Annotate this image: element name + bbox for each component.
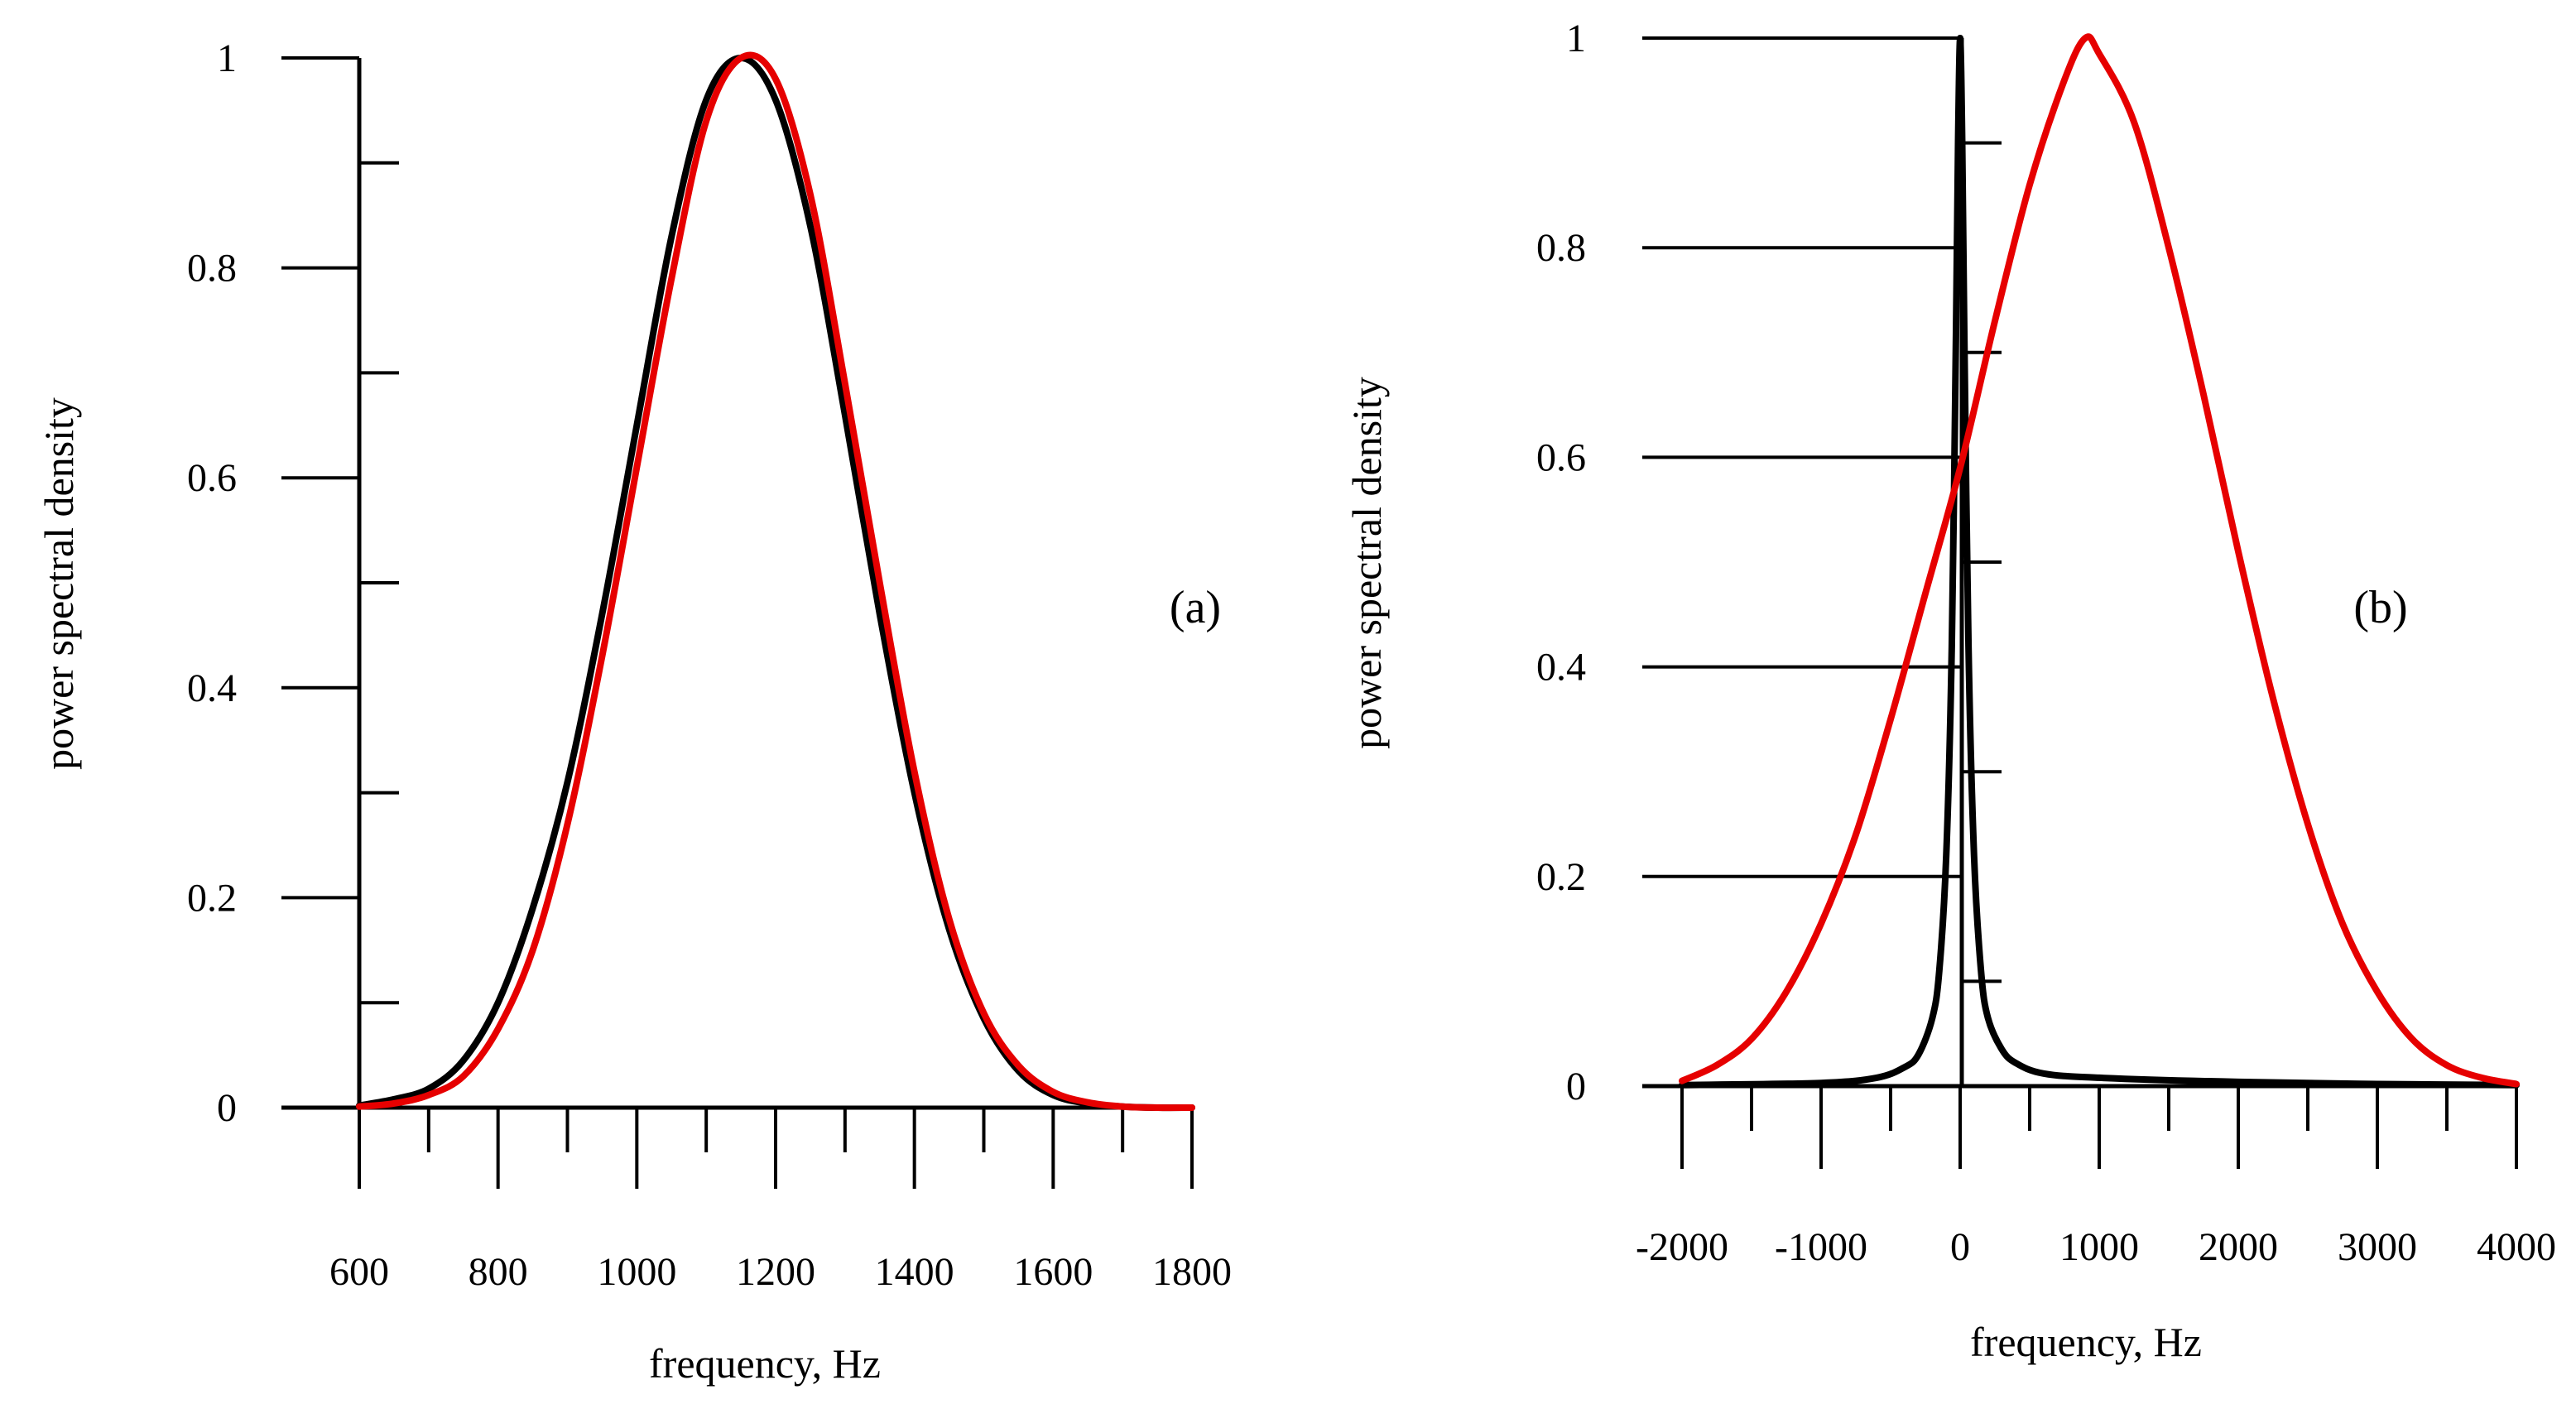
panel-b-x-axis-label: frequency, Hz [1970, 1319, 2202, 1365]
x-tick-label: -2000 [1636, 1225, 1728, 1269]
x-tick-label: 1400 [875, 1250, 954, 1294]
x-tick-label: 3000 [2338, 1225, 2417, 1269]
y-tick-label: 0.8 [1536, 226, 1586, 270]
series-line-red [1679, 33, 2520, 1088]
y-tick-label: 0.6 [1536, 435, 1586, 479]
y-tick-label: 0.2 [187, 876, 237, 920]
series-line-black [356, 55, 1195, 1112]
x-tick-label: 600 [329, 1250, 389, 1294]
y-tick-label: 0.4 [1536, 646, 1586, 690]
x-tick-label: 800 [469, 1250, 528, 1294]
x-tick-label: 0 [1950, 1225, 1970, 1269]
y-tick-label: 1 [1566, 17, 1586, 60]
panel-a-axes [281, 56, 1194, 1189]
panel-b-series [1679, 33, 2520, 1089]
panel-b-tick-labels: 0 0.2 0.4 0.6 0.8 1 -2000 -1000 0 1000 2000 3000 400… [1536, 17, 2556, 1269]
panel-a-y-axis-label: power spectral density [36, 397, 82, 770]
x-tick-label: 1200 [736, 1250, 815, 1294]
panel-a-x-axis-label: frequency, Hz [649, 1340, 881, 1387]
x-tick-label: 1000 [597, 1250, 676, 1294]
x-tick-label: 4000 [2477, 1225, 2556, 1269]
panel-b: 0 0.2 0.4 0.6 0.8 1 -2000 -1000 0 1000 2000 3000 400… [1343, 17, 2556, 1365]
x-tick-label: 1800 [1152, 1250, 1232, 1294]
y-tick-label: 1 [217, 36, 237, 80]
panel-a-series [356, 51, 1195, 1112]
x-tick-label: 1000 [2059, 1225, 2139, 1269]
panel-b-label: (b) [2353, 582, 2407, 633]
y-tick-label: 0.8 [187, 247, 237, 291]
x-tick-label: -1000 [1775, 1225, 1867, 1269]
y-tick-label: 0 [1566, 1065, 1586, 1108]
y-tick-label: 0.4 [187, 666, 237, 710]
y-tick-label: 0.6 [187, 456, 237, 500]
x-tick-label: 1600 [1013, 1250, 1093, 1294]
series-line-black [1679, 35, 2520, 1089]
panel-a-label: (a) [1170, 582, 1221, 633]
series-line-red [356, 51, 1195, 1112]
y-tick-label: 0 [217, 1086, 237, 1130]
panel-b-y-axis-label: power spectral density [1343, 377, 1390, 749]
y-tick-label: 0.2 [1536, 855, 1586, 899]
x-tick-label: 2000 [2199, 1225, 2278, 1269]
